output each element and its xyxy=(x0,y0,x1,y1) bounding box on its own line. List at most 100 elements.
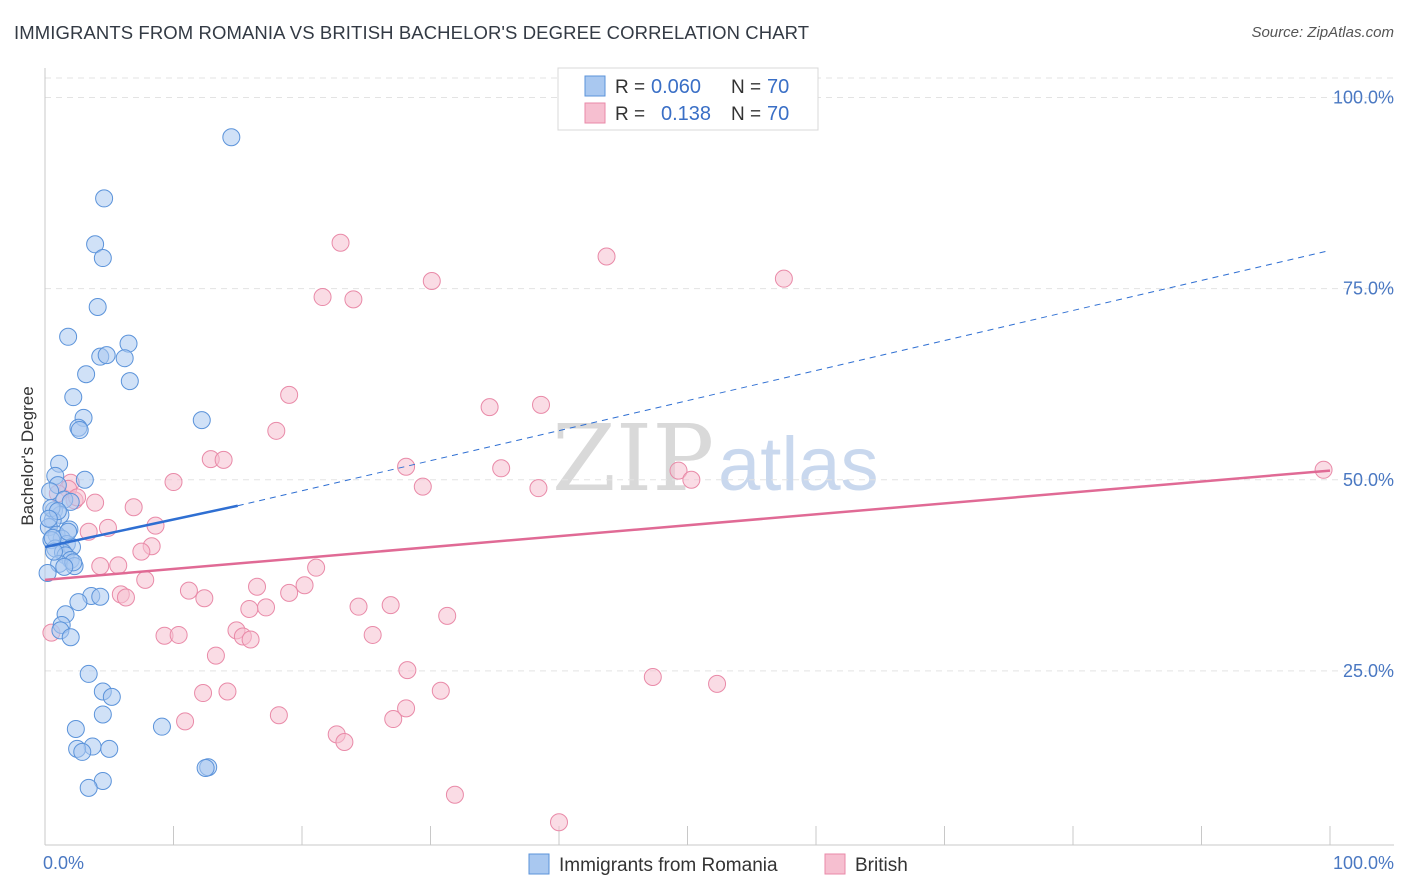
romania-point xyxy=(79,664,98,683)
legend-n-value-1: 70 xyxy=(767,76,789,98)
british-point xyxy=(344,290,363,309)
romania-point xyxy=(79,778,98,797)
legend-swatch-romania xyxy=(584,75,606,97)
british-point xyxy=(492,459,511,478)
bottom-legend-label-british: British xyxy=(855,855,908,876)
romania-point xyxy=(93,249,112,268)
british-point xyxy=(349,597,368,616)
romania-point xyxy=(69,593,88,612)
legend-r-value-2: 0.138 xyxy=(661,103,711,125)
watermark-zip: ZIP xyxy=(552,405,714,512)
legend-n-label-1: N = xyxy=(731,77,761,98)
british-point xyxy=(176,712,195,731)
legend-r-label-1: R = xyxy=(615,77,645,98)
romania-point xyxy=(73,742,92,761)
british-point xyxy=(218,682,237,701)
legend-n-label-2: N = xyxy=(731,104,761,125)
british-point xyxy=(194,684,213,703)
british-point xyxy=(179,581,198,600)
source-label: Source: ZipAtlas.com xyxy=(1251,24,1394,41)
y-tick-label: 50.0% xyxy=(1343,470,1394,490)
bottom-legend-label-romania: Immigrants from Romania xyxy=(559,855,778,876)
british-point xyxy=(164,473,183,492)
romania-point xyxy=(64,388,83,407)
legend-r-label-2: R = xyxy=(615,104,645,125)
british-point xyxy=(295,576,314,595)
british-point xyxy=(682,470,701,489)
british-point xyxy=(669,461,688,480)
british-point xyxy=(413,477,432,496)
y-tick-label: 25.0% xyxy=(1343,661,1394,681)
romania-point xyxy=(88,297,107,316)
british-point xyxy=(280,385,299,404)
legend-r-value-1: 0.060 xyxy=(651,76,701,98)
romania-point xyxy=(120,372,139,391)
british-point xyxy=(331,233,350,252)
british-point xyxy=(1314,460,1333,479)
british-point xyxy=(91,557,110,576)
british-point xyxy=(397,699,416,718)
romania-point xyxy=(39,509,58,528)
bottom-legend-swatch-british xyxy=(824,853,846,875)
romania-point xyxy=(95,189,114,208)
british-point xyxy=(529,479,548,498)
british-point xyxy=(397,457,416,476)
series-legend: Immigrants from Romania British xyxy=(528,853,908,876)
british-point xyxy=(398,661,417,680)
british-point xyxy=(116,588,135,607)
romania-point xyxy=(77,365,96,384)
british-point xyxy=(550,813,568,832)
romania-point xyxy=(59,327,78,346)
british-point xyxy=(136,570,155,589)
british-point xyxy=(248,577,267,596)
romania-point xyxy=(100,739,119,758)
romania-point xyxy=(102,687,121,706)
british-point xyxy=(109,556,128,575)
british-point xyxy=(132,542,151,561)
british-point xyxy=(240,599,259,618)
british-point xyxy=(86,493,105,512)
legend-swatch-british xyxy=(584,102,606,124)
british-point xyxy=(124,498,143,517)
british-trend-line xyxy=(44,469,1331,582)
british-point xyxy=(381,596,400,615)
romania-point xyxy=(93,705,112,724)
british-point xyxy=(532,395,551,414)
british-point xyxy=(480,398,499,417)
romania-point xyxy=(222,128,241,147)
british-point xyxy=(363,625,382,644)
british-point xyxy=(313,288,332,307)
british-point xyxy=(257,598,276,617)
x-tick-label-left: 0.0% xyxy=(43,853,84,873)
british-points xyxy=(42,233,1333,832)
british-point xyxy=(431,681,450,700)
romania-point xyxy=(55,557,74,576)
british-point xyxy=(445,785,464,804)
british-point xyxy=(597,247,616,266)
romania-trend-line xyxy=(44,504,239,549)
x-ticks xyxy=(44,826,1331,845)
trend-lines xyxy=(44,249,1331,582)
british-point xyxy=(438,606,457,625)
british-point xyxy=(422,271,441,290)
romania-point xyxy=(97,346,116,365)
british-point xyxy=(214,450,233,469)
romania-point xyxy=(59,522,78,541)
british-point xyxy=(169,625,188,644)
romania-point xyxy=(61,492,80,511)
chart-title: IMMIGRANTS FROM ROMANIA VS BRITISH BACHE… xyxy=(14,22,810,43)
gridlines xyxy=(45,77,1394,672)
romania-point xyxy=(61,628,80,647)
british-point xyxy=(241,630,260,649)
y-tick-labels: 25.0% 50.0% 75.0% 100.0% xyxy=(1333,88,1394,681)
british-point xyxy=(206,646,225,665)
romania-point xyxy=(152,717,171,736)
romania-point xyxy=(192,411,211,430)
british-point xyxy=(643,667,662,686)
british-point xyxy=(335,732,354,751)
romania-point xyxy=(70,421,89,440)
legend-n-value-2: 70 xyxy=(767,103,789,125)
romania-point xyxy=(38,564,57,583)
y-tick-label: 75.0% xyxy=(1343,279,1394,299)
